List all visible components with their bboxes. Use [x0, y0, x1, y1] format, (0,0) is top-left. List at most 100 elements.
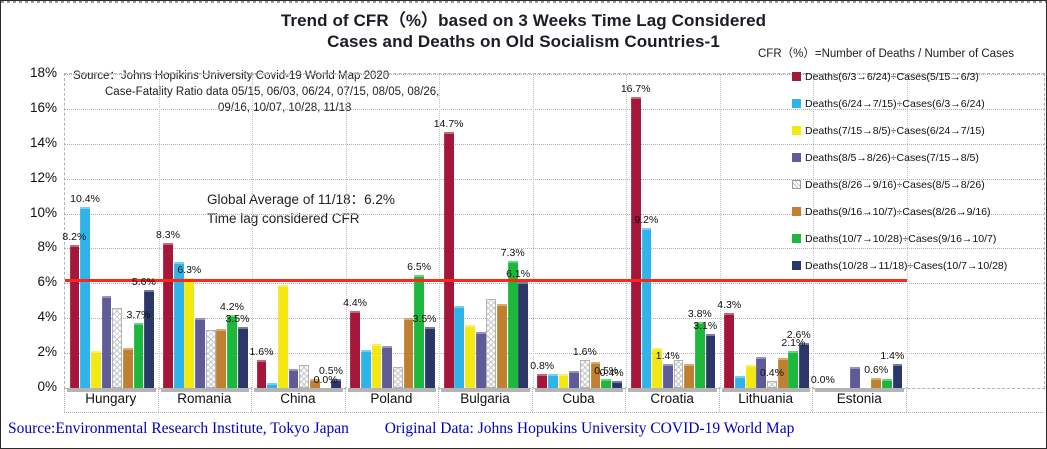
legend-marker — [792, 126, 801, 135]
legend-item: Deaths(8/5→8/26)÷Cases(7/15→8/5) — [792, 144, 1007, 171]
gridline — [65, 353, 1044, 355]
x-axis-bottom-line — [64, 412, 1043, 413]
bar — [371, 344, 382, 388]
bar-value-label: 0.4% — [599, 367, 624, 380]
legend-marker — [792, 99, 801, 108]
bar-value-label: 7.3% — [500, 246, 525, 259]
bar-group-pedestal — [160, 388, 250, 392]
x-axis-category-label: Poland — [370, 391, 413, 406]
x-axis-tick — [251, 387, 253, 412]
bar — [360, 349, 371, 388]
y-axis-tick-label: 10% — [29, 204, 57, 220]
legend-marker — [792, 72, 801, 81]
bar — [465, 325, 475, 388]
bar-group: 16.7% 9.2% 1.4% 3.8% 3.1% — [621, 74, 720, 392]
bar — [735, 375, 745, 388]
category-separator — [532, 74, 534, 388]
x-axis-category-label: Bulgaria — [460, 391, 510, 406]
y-axis-tick-label: 4% — [37, 309, 57, 325]
bar — [486, 299, 497, 388]
bar-value-label: 0.5% — [319, 365, 343, 378]
legend-item: Deaths(6/24→7/15)÷Cases(6/3→6/24) — [792, 90, 1007, 117]
chart-title: Trend of CFR（%）based on 3 Weeks Time Lag… — [1, 10, 1046, 52]
y-axis-tick-label: 8% — [37, 239, 57, 255]
category-separator — [719, 74, 721, 388]
legend-marker — [792, 153, 801, 162]
bar-value-label: 8.3% — [155, 229, 180, 242]
y-axis-tick-label: 18% — [29, 65, 57, 80]
bar-value-label: 10.4% — [70, 192, 100, 205]
y-axis-tick-label: 0% — [37, 379, 57, 394]
x-axis-category-label: China — [280, 391, 316, 406]
bar-value-label: 5.6% — [131, 276, 156, 289]
bar — [745, 365, 756, 388]
bar — [788, 351, 799, 388]
bar-value-label: 8.2% — [62, 230, 87, 243]
x-axis-category-label: Estonia — [836, 391, 882, 406]
legend-item: Deaths(6/3→6/24)÷Cases(5/15→6/3) — [792, 63, 1007, 90]
bar — [724, 313, 735, 388]
bar-value-label: 3.1% — [693, 319, 718, 332]
bar — [767, 381, 777, 388]
x-axis-tick — [157, 387, 159, 412]
bar-value-label: 0.0% — [810, 374, 835, 386]
y-axis-tick-label: 2% — [37, 344, 57, 360]
bar — [424, 326, 435, 388]
legend-item: Deaths(9/16→10/7)÷Cases(8/26→9/16) — [792, 198, 1007, 225]
data-source-note-line3: 09/16, 10/07, 10/28, 11/18 — [218, 102, 352, 114]
x-axis-category-label: Croatia — [650, 391, 694, 406]
data-source-note-line2: Case-Fatality Ratio data 05/15, 06/03, 0… — [105, 86, 440, 98]
legend: Deaths(6/3→6/24)÷Cases(5/15→6/3) Deaths(6… — [792, 63, 1007, 279]
bar-value-label: 0.6% — [864, 363, 889, 376]
bar — [133, 323, 144, 388]
legend-item: Deaths(7/15→8/5)÷Cases(6/24→7/15) — [792, 117, 1007, 144]
bar — [601, 379, 612, 388]
bar-value-label: 4.3% — [717, 299, 742, 311]
bar-value-label: 6.5% — [407, 260, 432, 273]
bar — [267, 382, 278, 388]
cfr-formula-note: CFR（%）=Number of Deaths / Number of Case… — [758, 48, 1014, 60]
category-separator — [439, 74, 441, 388]
bar — [630, 96, 641, 388]
legend-label: Deaths(10/7→10/28)÷Cases(9/16→10/7) — [805, 232, 997, 245]
bar-group-pedestal — [441, 388, 530, 392]
bar — [256, 360, 267, 388]
x-axis-category-label: Romania — [177, 391, 232, 406]
y-axis-tick-label: 12% — [29, 169, 57, 185]
bar-value-label: 1.6% — [249, 346, 274, 359]
bar-value-label: 14.7% — [433, 117, 464, 130]
bar-group-pedestal — [254, 388, 343, 392]
bar-group: 4.4% 6.5% 3.5% — [343, 74, 440, 392]
bar-group: 0.0% 0.6% 1.4% — [810, 74, 907, 392]
category-separator — [252, 74, 254, 388]
bar — [350, 311, 360, 388]
bar — [579, 360, 590, 388]
bar — [101, 295, 112, 388]
gridline — [65, 318, 1044, 320]
bar-value-label: 1.4% — [655, 349, 680, 362]
bar — [163, 243, 173, 388]
bar — [382, 346, 392, 388]
bar — [799, 342, 809, 388]
global-average-annotation-line1: Global Average of 11/18：6.2% — [207, 192, 395, 207]
legend-marker — [792, 234, 801, 243]
x-axis-tick — [64, 387, 65, 412]
footer-source-line: Source:Environmental Research Institute,… — [8, 420, 794, 438]
gridline — [65, 108, 1044, 110]
bar-value-label: 0.0% — [313, 374, 338, 386]
bar-value-label: 0.4% — [760, 367, 784, 380]
legend-label: Deaths(10/28→11/18)÷Cases(10/7→10/28) — [805, 259, 1008, 272]
global-average-annotation: Global Average of 11/18：6.2% Time lag co… — [207, 190, 395, 228]
bar-value-label: 2.6% — [786, 328, 811, 341]
bar-value-label: 0.5% — [594, 365, 619, 378]
bar — [144, 290, 155, 388]
bar — [112, 307, 122, 388]
bar — [331, 379, 342, 388]
bar-group-pedestal — [721, 388, 811, 392]
bar — [590, 361, 601, 388]
legend-label: Deaths(9/16→10/7)÷Cases(8/26→9/16) — [805, 205, 991, 218]
chart-title-line1: Trend of CFR（%）based on 3 Weeks Time Lag… — [280, 11, 767, 30]
bar-value-label: 3.8% — [687, 307, 712, 320]
bar — [205, 330, 216, 388]
